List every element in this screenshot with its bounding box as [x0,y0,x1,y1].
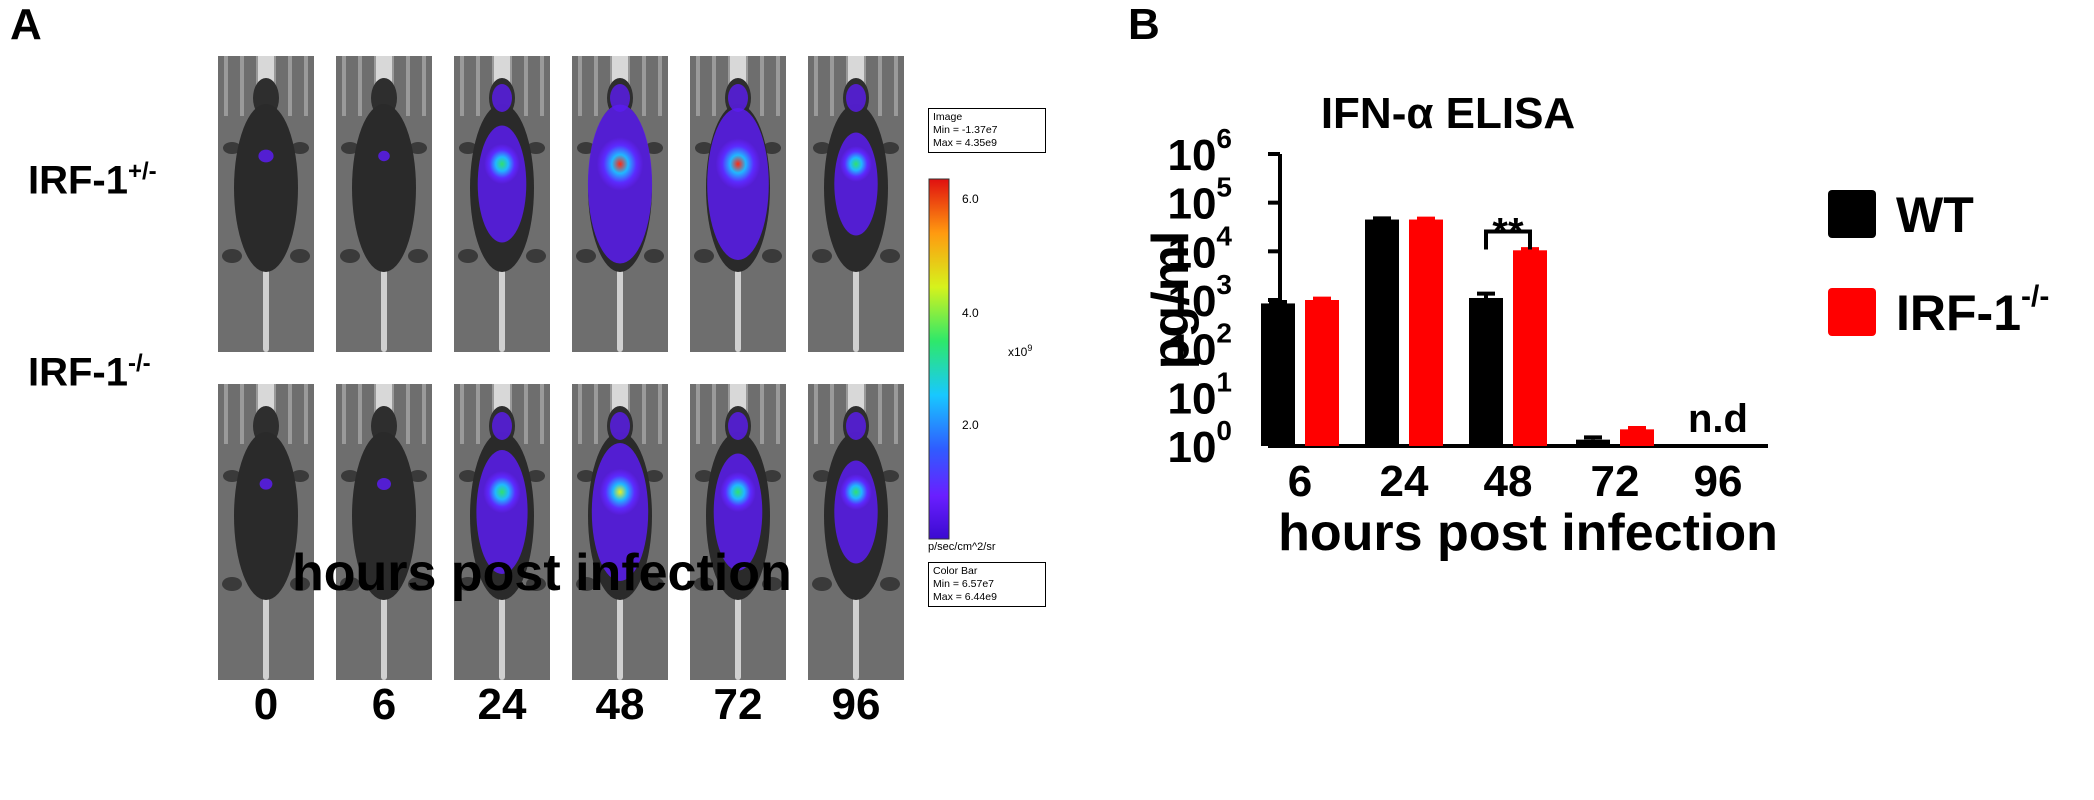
error-bar [1417,216,1435,221]
row-label-het-base: IRF-1 [28,158,128,203]
panel-b-letter: B [1128,0,1160,49]
colorbar-image-max: Max = 4.35e9 [933,137,997,149]
timepoint-label-0: 0 [253,680,279,729]
colorbar-image-min: Min = -1.37e7 [933,124,998,136]
colorbar-units: p/sec/cm^2/sr [928,541,996,553]
row-label-het-sup: +/- [128,158,157,185]
mouse-image-het-24h [454,56,550,352]
mouse-image-ko-6h [336,384,432,680]
significance-bracket [1484,229,1532,250]
colorbar-tick-4: 4.0 [962,306,979,320]
timepoint-label-72: 72 [713,680,763,729]
error-bar [1628,425,1646,430]
mouse-image-ko-48h [572,384,668,680]
not-detected-label: n.d [1688,397,1748,441]
legend-swatch-irf1-ko [1828,288,1876,336]
x-tick-label-24: 24 [1380,457,1429,506]
bar-irf1-ko-24h [1409,219,1443,446]
timepoint-label-96: 96 [831,680,881,729]
bar-irf1-ko-72h [1620,429,1654,446]
colorbar-scale-exp: 9 [1027,343,1033,353]
x-tick-label-96: 96 [1694,457,1743,506]
colorbar-bar-title: Color Bar [933,565,978,577]
colorbar-tick-2: 2.0 [962,418,979,432]
bar-wt-24h [1365,219,1399,446]
colorbar-image-box: Image Min = -1.37e7 Max = 4.35e9 [928,108,1046,153]
significance-stars: ** [1492,211,1524,255]
panel-a-letter: A [10,0,42,49]
error-bar [1373,216,1391,221]
chart-xlabel: hours post infection [1278,504,1778,562]
colorbar-scale: x109 [1008,343,1032,359]
mouse-image-het-0h [218,56,314,352]
error-bar [1269,299,1287,304]
x-tick-label-72: 72 [1591,457,1640,506]
bar-irf1-ko-6h [1305,300,1339,446]
colorbar-gradient [928,178,950,540]
y-tick-label-0: 100 [1167,415,1232,472]
chart-ylabel: pg/ml [1142,231,1200,370]
bar-wt-72h [1576,439,1610,446]
x-tick-label-48: 48 [1484,457,1533,506]
mouse-image-het-72h [690,56,786,352]
mouse-image-ko-96h [808,384,904,680]
panel-a-xlabel: hours post infection [292,544,792,602]
bar-irf1-ko-48h [1513,250,1547,446]
bar-wt-6h [1261,303,1295,446]
row-label-het: IRF-1+/- [28,158,157,203]
timepoint-label-6: 6 [371,680,397,729]
legend-label-irf1-ko: IRF-1-/- [1896,280,2049,341]
y-tick-label-3: 103 [1167,269,1232,326]
row-label-ko-sup: -/- [128,350,151,377]
row-label-ko: IRF-1-/- [28,350,151,395]
colorbar-bar-max: Max = 6.44e9 [933,591,997,603]
colorbar-scale-base: x10 [1008,345,1028,359]
legend-label-wt: WT [1896,187,1974,243]
mouse-image-het-48h [572,56,668,352]
mouse-image-ko-72h [690,384,786,680]
row-label-ko-base: IRF-1 [28,350,128,395]
error-bar [1313,296,1331,301]
y-tick-label-2: 102 [1167,318,1232,375]
legend-swatch-wt [1828,190,1876,238]
timepoint-label-24: 24 [477,680,527,729]
x-tick-label-6: 6 [1288,457,1312,506]
mouse-image-het-6h [336,56,432,352]
timepoint-label-48: 48 [595,680,645,729]
mouse-image-het-96h [808,56,904,352]
bar-wt-48h [1469,297,1503,446]
colorbar-tick-6: 6.0 [962,192,979,206]
error-bar [1584,435,1602,440]
colorbar-bar-min: Min = 6.57e7 [933,578,995,590]
mouse-image-ko-24h [454,384,550,680]
error-bar [1477,291,1495,298]
mouse-image-ko-0h [218,384,314,680]
chart-title: IFN-α ELISA [1321,90,1575,138]
colorbar-image-title: Image [933,111,963,123]
colorbar-range-box: Color Bar Min = 6.57e7 Max = 6.44e9 [928,562,1046,607]
